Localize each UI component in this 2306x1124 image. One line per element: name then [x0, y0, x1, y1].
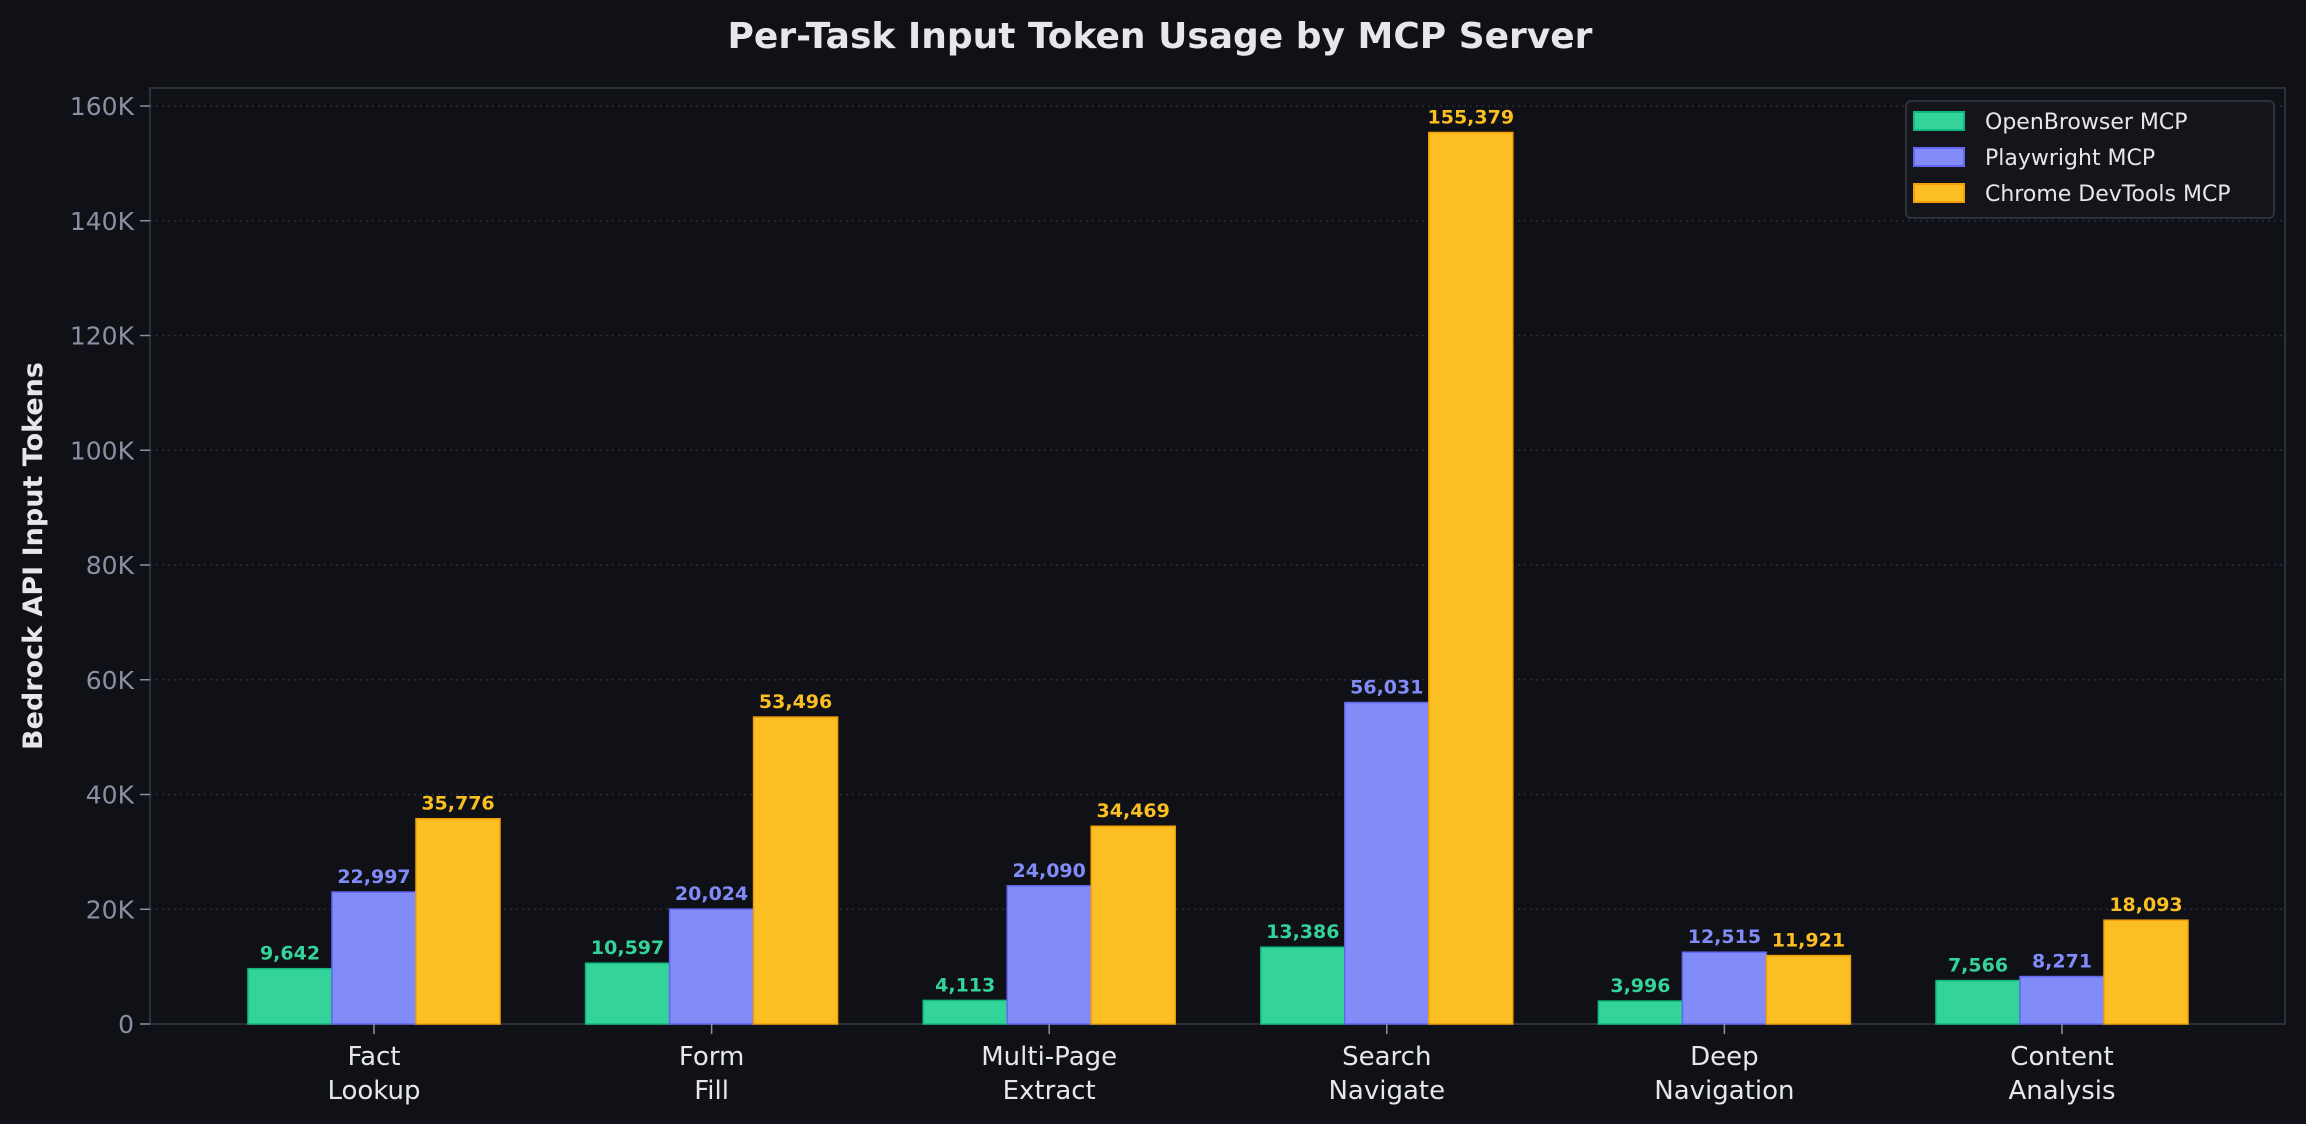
x-tick-label: Deep — [1690, 1042, 1759, 1072]
y-tick-label: 20K — [86, 895, 135, 924]
legend-swatch — [1913, 183, 1965, 203]
y-tick-label: 100K — [70, 436, 135, 465]
data-label: 12,515 — [1688, 926, 1761, 948]
chart-title: Per-Task Input Token Usage by MCP Server — [728, 16, 1593, 57]
y-tick-label: 60K — [86, 666, 135, 695]
data-label: 10,597 — [591, 937, 664, 959]
bar — [1260, 946, 1346, 1025]
plot-frame — [149, 87, 2286, 1025]
data-label: 53,496 — [759, 691, 832, 713]
x-tick-label: Content — [2010, 1042, 2113, 1072]
data-label: 4,113 — [935, 974, 995, 996]
legend-swatch — [1913, 111, 1965, 131]
x-tick-label: Fill — [694, 1076, 729, 1106]
bar — [1344, 701, 1430, 1025]
y-axis-label: Bedrock API Input Tokens — [18, 362, 49, 750]
bar — [415, 817, 501, 1025]
bar — [1935, 979, 2021, 1025]
y-tick-label: 80K — [86, 551, 135, 580]
data-label: 20,024 — [675, 883, 748, 905]
data-label: 9,642 — [260, 943, 320, 965]
bar — [2019, 975, 2105, 1025]
x-tick-label: Search — [1342, 1042, 1431, 1072]
bar — [331, 891, 417, 1025]
data-label: 155,379 — [1428, 107, 1515, 129]
data-label: 34,469 — [1097, 800, 1170, 822]
data-label: 56,031 — [1350, 677, 1423, 699]
x-tick-label: Navigation — [1654, 1076, 1794, 1106]
data-label: 22,997 — [337, 866, 410, 888]
legend-swatch — [1913, 147, 1965, 167]
data-label: 13,386 — [1266, 921, 1339, 943]
y-tick-label: 40K — [86, 781, 135, 810]
legend: OpenBrowser MCP Playwright MCP Chrome DevT… — [1905, 100, 2275, 219]
bar — [922, 999, 1008, 1025]
bar — [1765, 954, 1852, 1025]
x-tick-label: Navigate — [1328, 1076, 1445, 1106]
bar — [752, 716, 839, 1025]
legend-label: Chrome DevTools MCP — [1985, 182, 2231, 207]
y-tick-label: 0 — [118, 1010, 134, 1039]
x-tick-label: Lookup — [327, 1076, 420, 1106]
legend-box — [1905, 100, 2275, 219]
legend-label: OpenBrowser MCP — [1985, 110, 2188, 135]
data-label: 8,271 — [2032, 951, 2092, 973]
x-tick-label: Multi-Page — [981, 1042, 1117, 1072]
bar — [1681, 951, 1768, 1025]
bar — [1090, 825, 1176, 1025]
x-tick-label: Fact — [348, 1042, 401, 1072]
bar — [668, 908, 755, 1025]
data-label: 7,566 — [1948, 955, 2008, 977]
y-tick-label: 140K — [70, 207, 135, 236]
bar — [1006, 885, 1092, 1025]
y-tick-label: 160K — [70, 92, 135, 121]
data-label: 11,921 — [1772, 930, 1845, 952]
x-tick-label: Form — [679, 1042, 745, 1072]
bar — [247, 967, 333, 1025]
legend-label: Playwright MCP — [1985, 146, 2155, 171]
data-label: 18,093 — [2109, 894, 2182, 916]
bar — [1597, 1000, 1684, 1025]
data-label: 3,996 — [1610, 975, 1670, 997]
data-label: 24,090 — [1013, 860, 1086, 882]
bar — [584, 962, 671, 1025]
x-tick-label: Analysis — [2008, 1076, 2115, 1106]
bar — [1428, 131, 1514, 1025]
x-tick-label: Extract — [1003, 1076, 1096, 1106]
y-tick-label: 120K — [70, 322, 135, 351]
bar — [2103, 919, 2189, 1025]
data-label: 35,776 — [421, 793, 494, 815]
